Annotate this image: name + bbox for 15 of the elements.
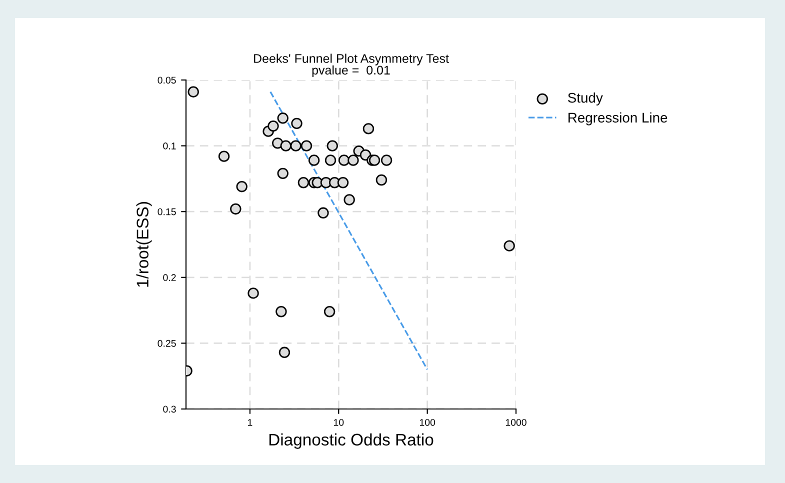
y-tick-label: 0.3: [163, 406, 176, 413]
x-tick-label: 1: [248, 419, 252, 426]
y-tick-label: 0.25: [158, 340, 176, 347]
legend-label: Study: [568, 92, 603, 106]
y-axis-title: 1/root(ESS): [136, 202, 152, 287]
y-tick-label: 0.15: [158, 208, 176, 216]
x-tick-label: 10: [334, 418, 344, 426]
legend-label: Regression Line: [568, 112, 668, 126]
y-tick-label: 0.1: [163, 142, 176, 150]
x-axis-title: Diagnostic Odds Ratio: [269, 433, 434, 449]
y-tick-label: 0.2: [163, 274, 176, 282]
x-tick-label: 1000: [506, 418, 526, 426]
chart-title: Deeks' Funnel Plot Asymmetry Test pvalue = 0.01: [254, 54, 449, 78]
y-tick-label: 0.05: [158, 76, 176, 84]
x-tick-label: 100: [420, 418, 436, 426]
